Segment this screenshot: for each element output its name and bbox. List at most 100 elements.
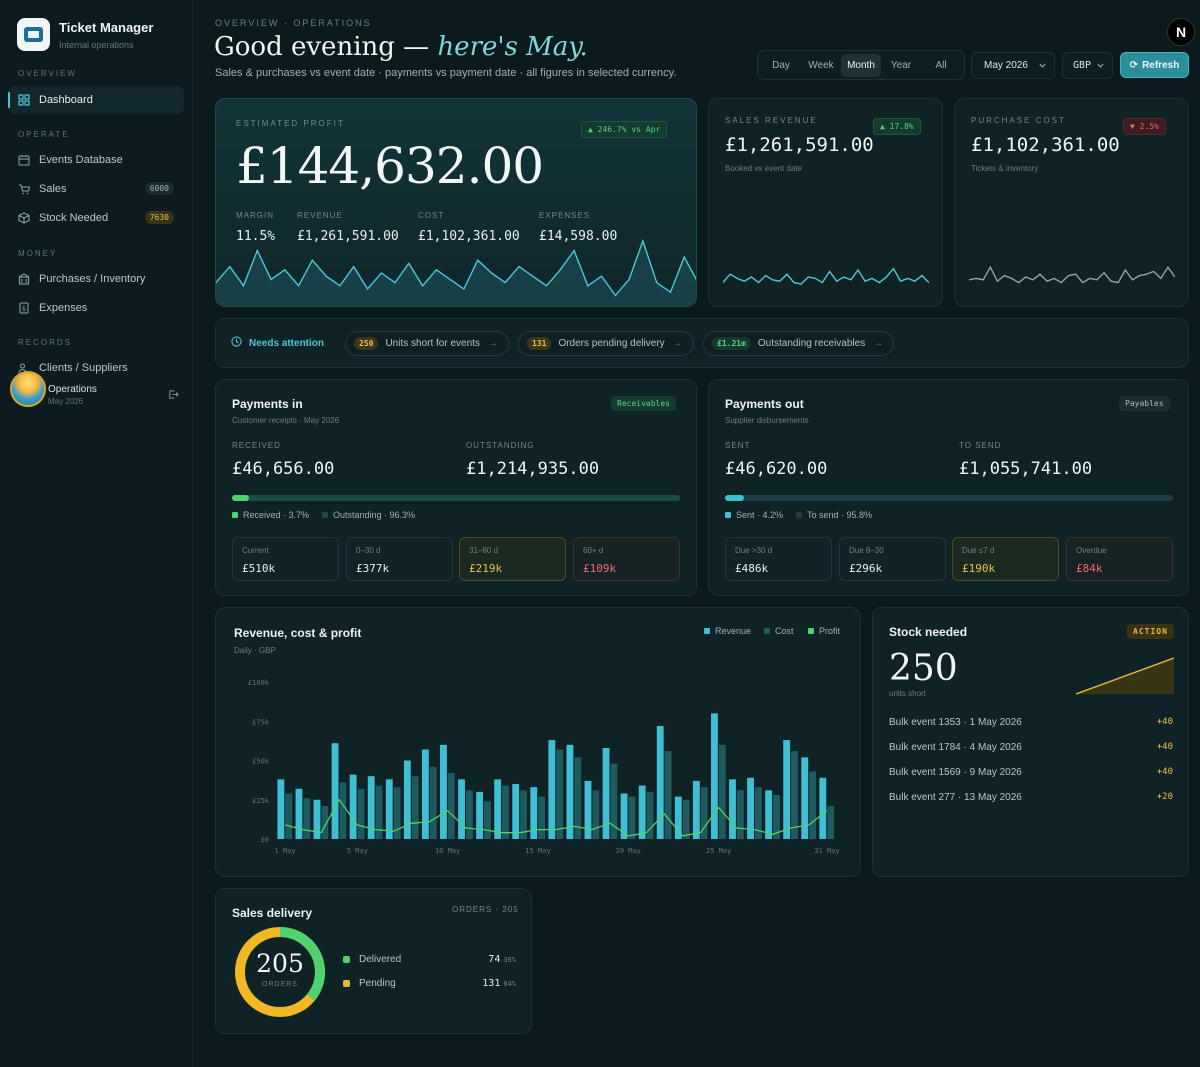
sidebar-item-events-database[interactable]: Events Database xyxy=(8,146,184,174)
aging-60-plus[interactable]: 60+ d £109k xyxy=(573,537,680,581)
aging-current[interactable]: Current £510k xyxy=(232,537,339,581)
stock-trend-chart xyxy=(1076,657,1174,695)
profile-badge[interactable]: N xyxy=(1167,18,1195,46)
legend-cost: Cost xyxy=(764,626,794,636)
stock-row-delta: +20 xyxy=(1156,792,1173,802)
sales-delivery-card: Sales delivery ORDERS · 205 205 ORDERS D… xyxy=(215,888,532,1034)
user-profile[interactable]: Operations May 2026 xyxy=(10,371,185,407)
aging-value: £84k xyxy=(1076,562,1103,575)
stock-row[interactable]: Bulk event 277 · 13 May 2026 +20 xyxy=(889,792,1173,803)
legend-revenue: Revenue xyxy=(704,626,751,636)
chip-units-short[interactable]: 250 Units short for events → xyxy=(345,331,509,356)
profit-change-badge: ▲ 246.7% vs Apr xyxy=(581,121,668,138)
stock-row[interactable]: Bulk event 1784 · 4 May 2026 +40 xyxy=(889,742,1173,753)
legend-sent: Sent · 4.2% xyxy=(725,510,783,520)
period-day[interactable]: Day xyxy=(772,59,790,71)
to-send-value: £1,055,741.00 xyxy=(959,459,1093,479)
sidebar-item-label: Clients / Suppliers xyxy=(39,362,128,374)
margin-value: 11.5% xyxy=(236,229,276,244)
sidebar-item-label: Expenses xyxy=(39,302,88,314)
cost-bar xyxy=(429,766,437,839)
cost-bar xyxy=(357,788,365,839)
aging-due-7[interactable]: Due ≤7 d £190k xyxy=(952,537,1059,581)
cost-bar xyxy=(592,790,600,839)
needs-attention-label: Needs attention xyxy=(249,337,325,349)
revenue-bar xyxy=(349,774,357,839)
app-subtitle: Internal operations xyxy=(59,39,134,50)
stock-row[interactable]: Bulk event 1569 · 9 May 2026 +40 xyxy=(889,767,1173,778)
refresh-button[interactable]: ⟳ Refresh xyxy=(1120,52,1189,78)
chip-orders-pending[interactable]: 131 Orders pending delivery → xyxy=(518,331,694,356)
y-tick-label: £25k xyxy=(252,797,270,805)
cost-bar xyxy=(465,790,473,839)
revenue-bar xyxy=(765,790,773,839)
period-month[interactable]: Month xyxy=(841,53,881,77)
cost-bar xyxy=(520,790,528,839)
to-send-label: TO SEND xyxy=(959,441,1002,450)
revenue-bar xyxy=(620,793,628,839)
sales-count-badge: 6000 xyxy=(144,182,174,195)
logout-icon[interactable] xyxy=(168,387,179,405)
month-select[interactable]: May 2026 xyxy=(971,52,1055,79)
stock-needed-card: Stock needed ACTION 250 units short Bulk… xyxy=(872,607,1189,877)
received-label: RECEIVED xyxy=(232,441,281,450)
period-all[interactable]: All xyxy=(935,59,947,71)
stock-row-delta: +40 xyxy=(1156,742,1173,752)
revenue-bar xyxy=(710,713,718,839)
cost-bar xyxy=(700,787,708,839)
currency-select[interactable]: GBP xyxy=(1062,52,1113,79)
chip-outstanding-receivables[interactable]: £1.21m Outstanding receivables → xyxy=(703,331,895,356)
period-year[interactable]: Year xyxy=(890,59,912,71)
chip-badge: £1.21m xyxy=(712,337,751,350)
cost-bar xyxy=(285,793,293,839)
user-sub: May 2026 xyxy=(48,397,84,406)
sidebar-item-purchases-inventory[interactable]: Purchases / Inventory xyxy=(8,265,184,293)
aging-31-60[interactable]: 31–60 d £219k xyxy=(459,537,566,581)
legend-label: Pending xyxy=(359,978,396,989)
aging-due-8-30[interactable]: Due 8–30 £296k xyxy=(839,537,946,581)
stock-sub: units short xyxy=(889,689,926,698)
stock-row-label: Bulk event 277 · 13 May 2026 xyxy=(889,792,1022,803)
payments-out-title: Payments out xyxy=(725,397,804,411)
chevron-down-icon xyxy=(1038,61,1047,73)
cost-bar xyxy=(538,796,546,839)
aging-value: £296k xyxy=(849,562,883,575)
revenue-bar xyxy=(692,780,700,839)
pending-pct: 64% xyxy=(503,980,516,988)
user-name: Operations xyxy=(48,384,97,395)
sent-label: SENT xyxy=(725,441,751,450)
revenue-bar xyxy=(638,785,646,839)
revenue-label: REVENUE xyxy=(297,211,343,220)
revenue-bar xyxy=(512,784,520,839)
receivables-tag: Receivables xyxy=(611,396,676,411)
card-label: ESTIMATED PROFIT xyxy=(236,119,345,128)
chip-label: Outstanding receivables xyxy=(757,338,866,349)
aging-overdue[interactable]: Overdue £84k xyxy=(1066,537,1173,581)
x-tick-label: 5 May xyxy=(347,847,368,855)
revenue-bar xyxy=(421,749,429,839)
revenue-bar xyxy=(440,744,447,839)
revenue-bar xyxy=(313,799,321,839)
donut-center-label: ORDERS xyxy=(262,981,298,988)
sidebar-item-stock-needed[interactable]: Stock Needed 7630 xyxy=(8,204,184,232)
revenue-bar xyxy=(801,757,809,839)
receivables-progress xyxy=(232,495,680,501)
aging-0-30[interactable]: 0–30 d £377k xyxy=(346,537,453,581)
sidebar-item-sales[interactable]: Sales 6000 xyxy=(8,175,184,203)
chart-subtitle: Daily · GBP xyxy=(234,646,276,655)
month-select-value: May 2026 xyxy=(984,60,1028,71)
sidebar-item-label: Sales xyxy=(39,183,67,195)
sidebar-item-dashboard[interactable]: Dashboard xyxy=(8,86,184,114)
brand[interactable]: Ticket Manager Internal operations xyxy=(17,18,153,51)
x-tick-label: 10 May xyxy=(435,847,460,855)
revenue-bar xyxy=(494,779,502,839)
needs-attention-bar: Needs attention 250 Units short for even… xyxy=(215,318,1189,368)
sidebar-item-label: Dashboard xyxy=(39,94,93,106)
aging-due-30-plus[interactable]: Due >30 d £486k xyxy=(725,537,832,581)
outstanding-value: £1,214,935.00 xyxy=(466,459,600,479)
stock-row[interactable]: Bulk event 1353 · 1 May 2026 +40 xyxy=(889,717,1173,728)
y-tick-label: £75k xyxy=(252,718,270,726)
period-week[interactable]: Week xyxy=(808,59,834,71)
sidebar-item-expenses[interactable]: $ Expenses xyxy=(8,294,184,322)
page-subtitle: Sales & purchases vs event date · paymen… xyxy=(215,67,677,79)
